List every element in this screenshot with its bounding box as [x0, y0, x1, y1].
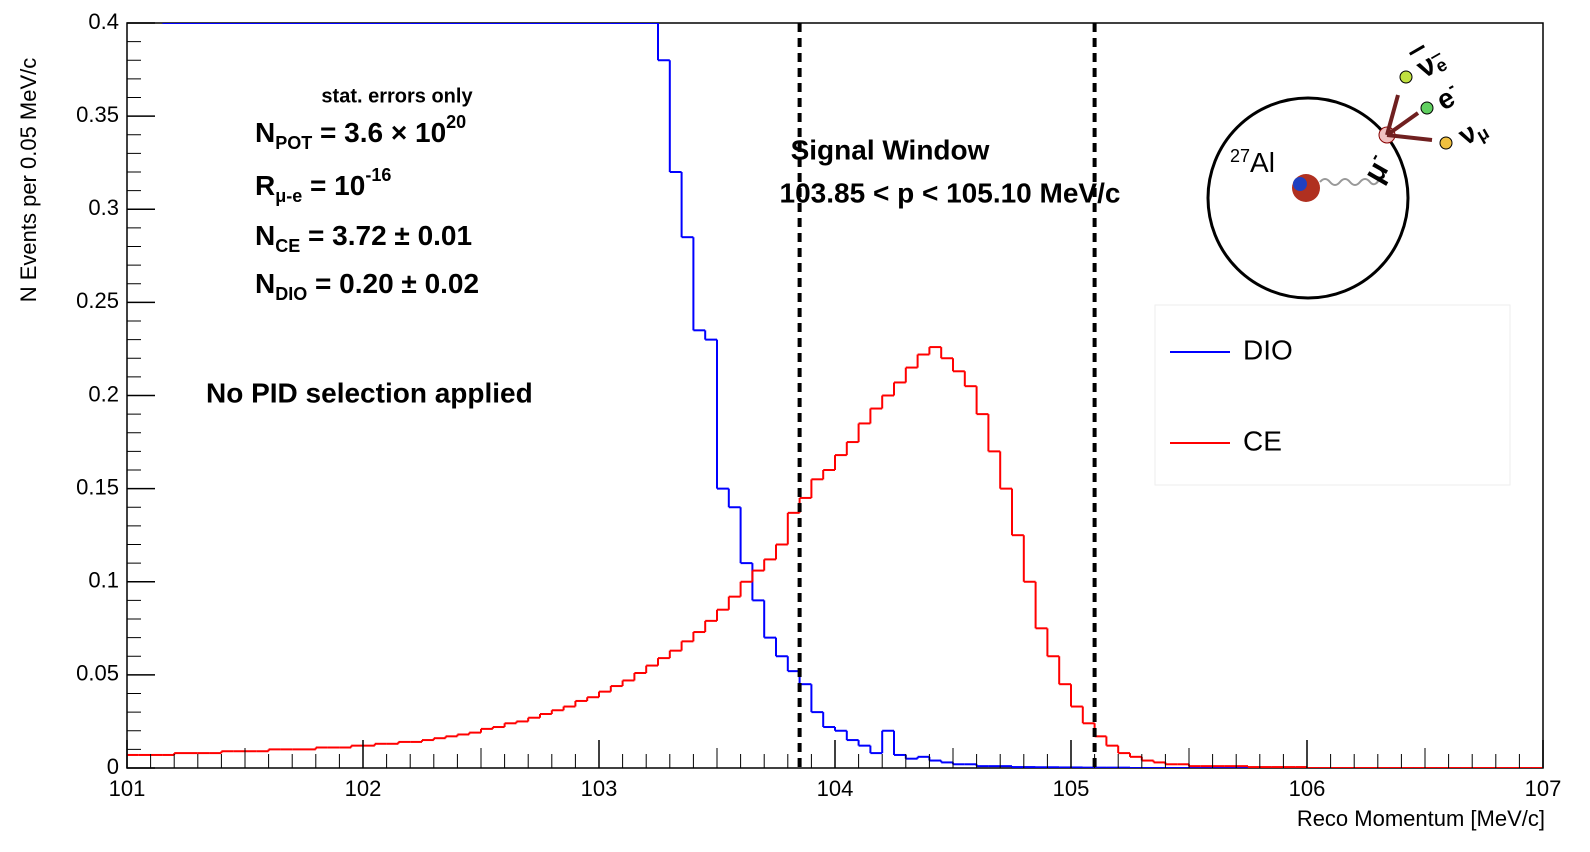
x-axis-label: Reco Momentum [MeV/c] [1297, 806, 1545, 831]
inset-diagram: 27Al μ- νe e- νμ [1206, 48, 1492, 300]
y-tick-label: 0 [107, 754, 119, 779]
x-tick-label: 103 [581, 776, 618, 801]
inset-label: Al [1250, 147, 1275, 178]
y-tick-label: 0.35 [76, 102, 119, 127]
annotation: NCE = 3.72 ± 0.01 [255, 220, 472, 255]
y-tick-label: 0.1 [88, 568, 119, 593]
annotation-sub: POT [275, 133, 312, 153]
photon [1319, 177, 1381, 186]
y-tick-label: 0.3 [88, 195, 119, 220]
annotation-sub: CE [275, 236, 300, 256]
plot-area [127, 23, 1543, 768]
x-tick-label: 102 [345, 776, 382, 801]
annotation: 103.85 < p < 105.10 MeV/c [780, 177, 1121, 208]
annotation: No PID selection applied [206, 377, 533, 408]
annotation-part: R [255, 170, 275, 201]
annotation-sub: DIO [275, 284, 307, 304]
inset-label: 27 [1230, 146, 1250, 166]
y-tick-label: 0.25 [76, 288, 119, 313]
x-tick-label: 105 [1053, 776, 1090, 801]
annotation: NDIO = 0.20 ± 0.02 [255, 268, 479, 303]
y-tick-label: 0.15 [76, 474, 119, 499]
annotation-part: N [255, 220, 275, 251]
y-tick-label: 0.4 [88, 9, 119, 34]
annotation: Signal Window [791, 134, 990, 165]
particle [1399, 70, 1413, 84]
inset-label: e- [1429, 76, 1465, 117]
annotation-part: = 3.6 × 10 [312, 117, 446, 148]
annotation-part: N [255, 117, 275, 148]
annotation: Rμ-e = 10-16 [255, 165, 391, 206]
legend-box [1154, 304, 1511, 486]
annotation-sub: μ-e [275, 186, 302, 206]
x-tick-label: 101 [109, 776, 146, 801]
x-tick-label: 104 [817, 776, 854, 801]
annotation: NPOT = 3.6 × 1020 [255, 112, 466, 153]
y-tick-label: 0.05 [76, 661, 119, 686]
inset-label: νμ [1453, 111, 1492, 152]
annotation: stat. errors only [321, 85, 473, 107]
annotation-part: N [255, 268, 275, 299]
particle [1439, 136, 1453, 150]
legend-label: DIO [1243, 334, 1293, 365]
arrows [1385, 94, 1433, 142]
nucleus [1293, 177, 1307, 191]
annotation-part: = 10 [302, 170, 365, 201]
y-tick-label: 0.2 [88, 381, 119, 406]
annotation-sup: 20 [446, 112, 466, 132]
particle [1420, 101, 1434, 115]
annotation-part: = 0.20 ± 0.02 [307, 268, 479, 299]
legend: DIO CE [1170, 334, 1293, 456]
x-tick-label: 106 [1289, 776, 1326, 801]
legend-label: CE [1243, 425, 1282, 456]
inset-label: 27Al [1230, 146, 1275, 179]
annotation-sup: -16 [365, 165, 391, 185]
inset-label: e [1431, 82, 1460, 117]
x-tick-label: 107 [1525, 776, 1562, 801]
annotation-part: = 3.72 ± 0.01 [300, 220, 472, 251]
y-axis-label: N Events per 0.05 MeV/c [16, 58, 41, 303]
